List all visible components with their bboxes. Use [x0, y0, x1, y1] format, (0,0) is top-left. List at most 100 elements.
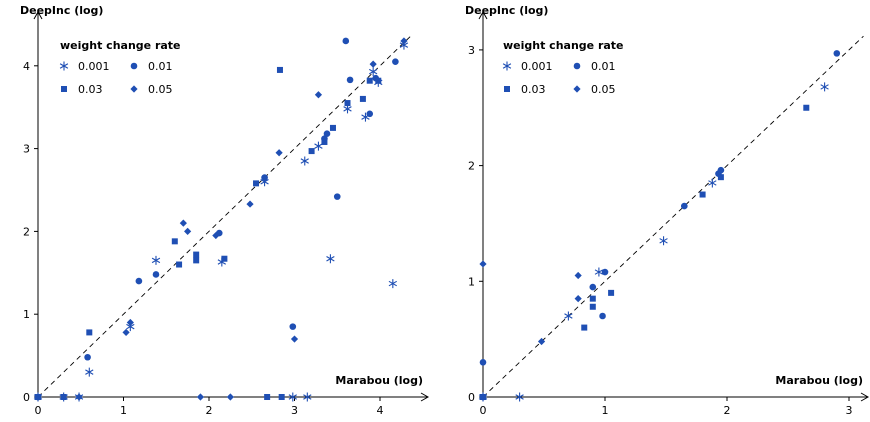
data-point [717, 174, 724, 181]
data-point [246, 200, 254, 208]
legend-label: 0.03 [78, 83, 103, 96]
data-point [537, 337, 546, 346]
series-diamond [479, 260, 582, 401]
data-point [253, 180, 260, 187]
legend-label: 0.001 [521, 60, 553, 73]
data-point [564, 311, 573, 321]
data-point [599, 312, 606, 320]
x-tick-label: 0 [480, 404, 487, 417]
data-point [369, 60, 377, 68]
data-point [659, 236, 668, 246]
data-point [581, 324, 588, 331]
data-point [366, 77, 373, 84]
data-point [289, 323, 297, 330]
data-point [479, 393, 487, 401]
data-point [84, 353, 91, 361]
legend-title: weight change rate [503, 39, 624, 52]
series-star [478, 82, 829, 402]
y-tick-label: 0 [23, 391, 30, 404]
data-point [333, 193, 341, 200]
x-tick-label: 3 [291, 404, 298, 417]
data-point [34, 393, 42, 401]
scatter-panel-1: 0 1 2 3 4 0 1 2 3 4 DeepInc (log) Marabou (log) weig… [20, 4, 430, 417]
legend-label: 0.05 [591, 83, 616, 96]
series-circle [479, 50, 841, 401]
data-point [314, 91, 323, 99]
legend-marker-square [61, 86, 67, 92]
data-point [264, 394, 271, 400]
diagonal-line [482, 35, 864, 398]
data-point [226, 393, 234, 401]
series-diamond [34, 37, 408, 401]
legend-marker-star [502, 61, 512, 71]
x-axis-arrow [860, 392, 870, 402]
data-point [179, 219, 187, 227]
data-point [589, 283, 597, 291]
legend-label: 0.001 [78, 60, 110, 73]
data-point [479, 260, 487, 268]
diagonal-line [37, 35, 411, 398]
legend-label: 0.01 [591, 60, 616, 73]
data-point [400, 37, 408, 45]
data-point [60, 394, 67, 400]
legend-title: weight change rate [60, 39, 181, 52]
data-point [290, 335, 299, 343]
y-tick-label: 3 [468, 44, 475, 57]
x-axis-label: Marabou (log) [775, 374, 863, 387]
x-axis-arrow [420, 392, 430, 402]
legend-marker-square [504, 86, 510, 92]
series-square [35, 66, 382, 400]
legend-label: 0.03 [521, 83, 546, 96]
x-tick-label: 2 [206, 404, 213, 417]
data-point [321, 138, 328, 145]
y-axis-arrow [33, 10, 43, 20]
data-point [833, 50, 841, 57]
data-point [193, 251, 200, 258]
data-point [820, 82, 829, 92]
scatter-panel-2: 0 1 2 3 0 1 2 3 DeepInc (log) Marabou (log) weight… [465, 4, 870, 417]
legend-marker-circle [573, 62, 581, 70]
data-point [375, 77, 382, 84]
data-point [589, 303, 596, 310]
x-tick-label: 0 [35, 404, 42, 417]
x-tick-label: 4 [377, 404, 384, 417]
x-tick-label: 1 [120, 404, 127, 417]
legend-label: 0.01 [148, 60, 173, 73]
data-point [212, 231, 220, 240]
y-tick-label: 2 [23, 225, 30, 238]
y-axis-label: DeepInc (log) [20, 4, 103, 17]
data-point [342, 37, 350, 45]
data-point [122, 328, 130, 337]
y-axis-label: DeepInc (log) [465, 4, 548, 17]
data-point [86, 329, 93, 336]
data-point [329, 124, 336, 131]
y-tick-label: 2 [468, 160, 475, 173]
data-point [368, 67, 378, 77]
data-point [276, 66, 283, 73]
data-point [608, 289, 615, 296]
legend-marker-diamond [130, 85, 138, 93]
y-axis-arrow [478, 10, 488, 20]
data-point [300, 156, 309, 166]
data-point [392, 58, 399, 65]
data-point [152, 271, 160, 278]
legend-marker-diamond [573, 85, 581, 93]
data-point [323, 130, 331, 137]
data-point [326, 254, 335, 264]
data-point [176, 261, 183, 268]
y-tick-label: 3 [23, 143, 30, 156]
data-point [359, 95, 366, 102]
legend-marker-star [59, 61, 69, 71]
x-tick-label: 1 [602, 404, 609, 417]
data-point [346, 76, 354, 84]
y-tick-label: 0 [468, 391, 475, 404]
data-point [75, 393, 83, 401]
data-point [151, 255, 161, 265]
data-point [574, 271, 582, 280]
data-point [184, 227, 192, 235]
data-point [221, 255, 228, 262]
y-tick-label: 1 [23, 308, 30, 321]
data-point [344, 100, 351, 107]
data-point [388, 279, 397, 289]
x-tick-label: 3 [846, 404, 853, 417]
